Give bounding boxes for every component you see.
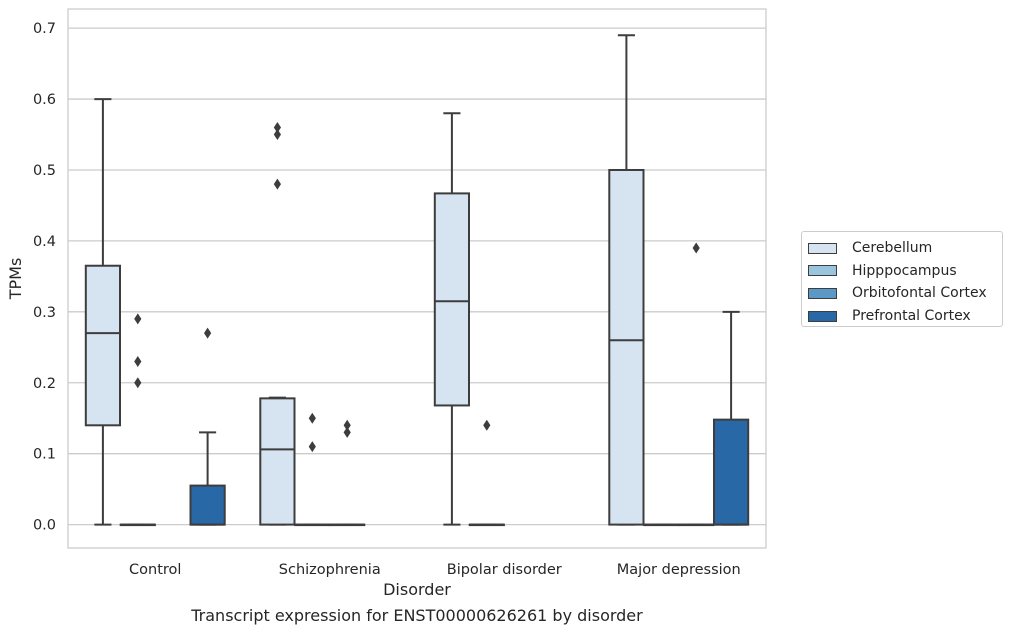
legend-label: Prefrontal Cortex: [852, 308, 971, 325]
outlier-point: [134, 313, 142, 325]
box-group: [643, 523, 680, 527]
x-tick-label: Schizophrenia: [279, 562, 381, 578]
legend: Cerebellum Hipppocampus Orbitofontal Corte…: [801, 231, 1003, 327]
plot-area: [67, 8, 767, 549]
box: [608, 168, 645, 526]
y-tick-label: 0.6: [33, 92, 56, 108]
outlier-point: [692, 242, 700, 254]
outlier-point: [273, 121, 281, 133]
legend-item: Prefrontal Cortex: [808, 305, 1002, 328]
box-group: [608, 34, 645, 526]
legend-item: Cerebellum: [808, 237, 1002, 260]
box-group: [189, 327, 226, 526]
figure-caption: Transcript expression for ENST0000062626…: [191, 606, 643, 625]
box: [84, 264, 122, 427]
outlier-point: [483, 419, 491, 431]
outlier-point: [308, 441, 316, 453]
legend-item: Orbitofontal Cortex: [808, 282, 1002, 305]
legend-swatch: [808, 265, 837, 277]
y-tick-label: 0.0: [33, 518, 56, 534]
y-tick-labels: 0.0 0.1 0.2 0.3 0.4 0.5 0.6 0.7: [33, 21, 56, 533]
outlier-point: [134, 377, 142, 389]
outlier-point: [343, 426, 351, 438]
box: [433, 192, 471, 407]
y-tick-label: 0.4: [33, 234, 56, 250]
y-tick-label: 0.7: [33, 21, 56, 37]
outlier-point: [134, 355, 142, 367]
boxes: [84, 34, 750, 527]
box-group: [433, 112, 471, 526]
x-tick-label: Major depression: [617, 562, 741, 578]
outlier-point: [273, 178, 281, 190]
box-group: [329, 419, 366, 527]
x-tick-label: Bipolar disorder: [447, 562, 562, 578]
box: [712, 418, 750, 526]
y-tick-label: 0.1: [33, 447, 56, 463]
box-group: [712, 310, 750, 526]
outlier-point: [343, 419, 351, 431]
legend-item: Hipppocampus: [808, 260, 1002, 283]
legend-label: Hipppocampus: [852, 262, 957, 279]
box-group: [84, 98, 122, 526]
legend-label: Cerebellum: [852, 240, 933, 257]
outlier-point: [308, 412, 316, 424]
box-group: [294, 412, 331, 527]
x-axis-label: Disorder: [383, 580, 451, 599]
y-tick-label: 0.2: [33, 376, 56, 392]
x-tick-labels: Control Schizophrenia Bipolar disorder Majo…: [129, 562, 741, 578]
box-group: [468, 419, 505, 527]
box-group: [678, 242, 715, 527]
box: [189, 484, 226, 526]
x-tick-label: Control: [129, 562, 181, 578]
legend-swatch: [808, 310, 837, 322]
legend-swatch: [808, 242, 837, 254]
box-group: [259, 121, 296, 526]
y-tick-label: 0.5: [33, 163, 56, 179]
legend-swatch: [808, 287, 837, 299]
y-tick-label: 0.3: [33, 305, 56, 321]
gridlines: [68, 27, 766, 526]
outlier-point: [204, 327, 212, 339]
outlier-point: [273, 129, 281, 141]
box-group: [119, 313, 156, 527]
box: [259, 397, 296, 526]
legend-label: Orbitofontal Cortex: [852, 285, 987, 302]
y-axis-label: TPMs: [6, 258, 25, 301]
